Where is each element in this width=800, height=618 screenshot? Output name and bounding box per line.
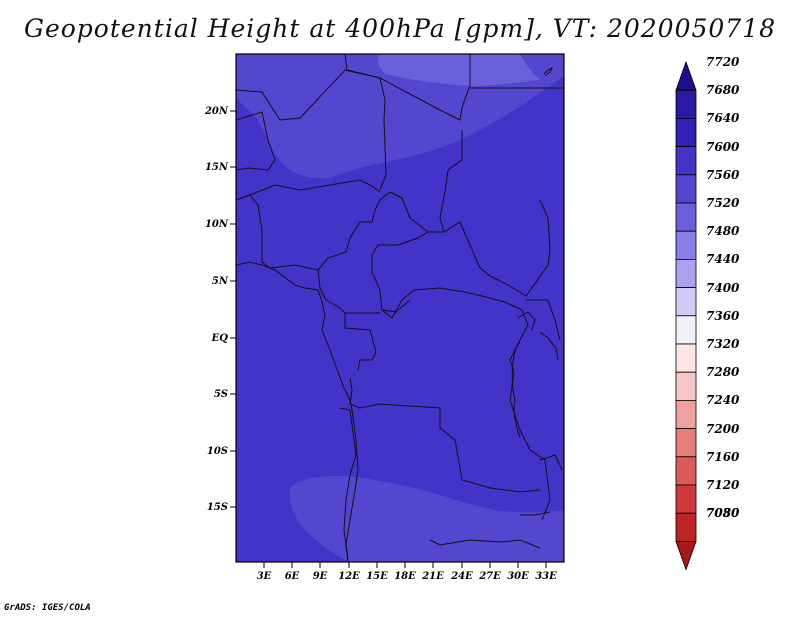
colorbar-swatch-15 xyxy=(675,484,697,514)
country-borders xyxy=(235,53,564,561)
lon-label-3e: 3E xyxy=(257,571,272,582)
grads-credit: GrADS: IGES/COLA xyxy=(4,603,91,613)
lat-label-15n: 15N xyxy=(205,162,229,173)
contour-south-light xyxy=(289,475,564,562)
lat-label-10n: 10N xyxy=(205,219,229,230)
lon-label-33e: 33E xyxy=(535,571,557,582)
colorbar-swatch-8 xyxy=(675,287,697,317)
colorbar-label-12: 7240 xyxy=(706,393,740,407)
coastline xyxy=(235,66,559,563)
lat-label-5n: 5N xyxy=(212,276,229,287)
colorbar-swatch-13 xyxy=(675,428,697,458)
colorbar-swatch-10 xyxy=(675,343,697,373)
colorbar-label-3: 7600 xyxy=(706,140,740,154)
colorbar-labels: 7720 7680 7640 7600 7560 7520 7480 7440 … xyxy=(706,55,740,520)
colorbar-swatch-9 xyxy=(675,315,697,345)
lon-label-6e: 6E xyxy=(285,571,300,582)
lon-label-30e: 30E xyxy=(507,571,529,582)
lat-axis xyxy=(230,110,236,508)
map-panel: 20N 15N 10N 5N EQ 5S 10S 15S 3E 6E 9E xyxy=(204,53,565,582)
lat-label-5s: 5S xyxy=(214,389,228,400)
colorbar-swatch-11 xyxy=(675,371,697,401)
lon-axis xyxy=(263,562,547,568)
colorbar-swatch-5 xyxy=(675,202,697,232)
colorbar-swatch-4 xyxy=(675,174,697,204)
colorbar-swatch-6 xyxy=(675,230,697,260)
lat-label-20n: 20N xyxy=(204,106,229,117)
colorbar-label-9: 7360 xyxy=(706,309,740,323)
contour-north-lighter xyxy=(377,54,540,86)
colorbar-swatches xyxy=(675,60,697,571)
lon-label-18e: 18E xyxy=(394,571,416,582)
colorbar-label-11: 7280 xyxy=(706,365,740,379)
colorbar-label-7: 7440 xyxy=(706,252,740,266)
colorbar-label-17: 7030 xyxy=(706,506,740,520)
colorbar-label-4: 7560 xyxy=(706,168,740,182)
lon-label-27e: 27E xyxy=(478,571,501,582)
colorbar-label-2: 7640 xyxy=(706,111,740,125)
lat-label-eq: EQ xyxy=(211,333,229,344)
colorbar-label-0: 7720 xyxy=(706,55,740,69)
lon-label-15e: 15E xyxy=(366,571,388,582)
map-title: Geopotential Height at 400hPa [gpm], VT:… xyxy=(23,14,777,43)
colorbar-swatch-3 xyxy=(675,146,697,176)
colorbar-swatch-14 xyxy=(675,456,697,486)
colorbar-label-10: 7320 xyxy=(706,337,740,351)
lat-label-15s: 15S xyxy=(207,502,228,513)
colorbar-label-14: 7160 xyxy=(706,450,740,464)
colorbar-swatch-12 xyxy=(675,399,697,429)
colorbar-swatch-7 xyxy=(675,258,697,288)
colorbar-swatch-16 xyxy=(675,512,697,542)
colorbar-swatch-1 xyxy=(675,89,697,119)
colorbar-swatch-0 xyxy=(675,60,697,91)
colorbar-label-5: 7520 xyxy=(706,196,740,210)
lat-label-10s: 10S xyxy=(207,446,228,457)
colorbar-swatch-17 xyxy=(675,541,697,571)
lon-label-9e: 9E xyxy=(313,571,328,582)
colorbar-label-13: 7200 xyxy=(706,422,740,436)
colorbar-label-1: 7680 xyxy=(706,83,740,97)
colorbar-swatch-2 xyxy=(675,118,697,148)
lon-label-12e: 12E xyxy=(338,571,360,582)
colorbar-label-16: 7080 xyxy=(706,506,740,520)
lon-label-24e: 24E xyxy=(450,571,473,582)
colorbar-label-6: 7480 xyxy=(706,224,740,238)
colorbar-label-8: 7400 xyxy=(706,281,740,295)
colorbar-label-15: 7120 xyxy=(706,478,740,492)
map-frame xyxy=(235,53,565,563)
colorbar: 7720 7680 7640 7600 7560 7520 7480 7440 … xyxy=(675,55,740,571)
lon-label-21e: 21E xyxy=(421,571,444,582)
